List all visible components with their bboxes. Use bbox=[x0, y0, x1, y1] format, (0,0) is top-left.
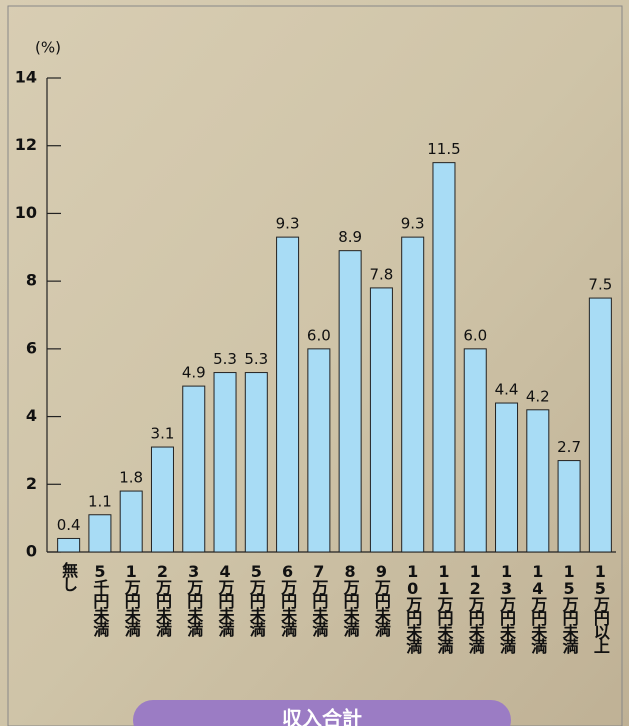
y-tick-label: 0 bbox=[26, 542, 37, 561]
y-axis-label: (%) bbox=[35, 39, 61, 57]
bar bbox=[213, 372, 237, 553]
bar bbox=[495, 402, 519, 553]
x-tick-label: 15万円以上 bbox=[591, 562, 611, 654]
bar bbox=[244, 372, 268, 553]
value-label: 9.3 bbox=[401, 215, 425, 233]
value-label: 6.0 bbox=[307, 326, 331, 344]
x-tick-label: 10万円未満 bbox=[403, 562, 423, 655]
y-tick-label: 6 bbox=[26, 338, 37, 357]
value-label: 7.5 bbox=[588, 276, 612, 294]
bar bbox=[338, 250, 362, 553]
value-label: 2.7 bbox=[557, 438, 581, 456]
bar bbox=[432, 162, 456, 553]
x-tick-label: 14万円未満 bbox=[528, 562, 548, 655]
bar bbox=[276, 236, 300, 553]
value-label: 11.5 bbox=[427, 140, 460, 158]
value-label: 5.3 bbox=[244, 350, 268, 368]
bar bbox=[307, 348, 331, 553]
x-tick-label: 6万円未満 bbox=[278, 562, 298, 638]
bar bbox=[182, 385, 206, 553]
y-tick-label: 14 bbox=[15, 68, 37, 87]
value-label: 5.3 bbox=[213, 350, 237, 368]
value-label: 4.2 bbox=[526, 387, 550, 405]
x-tick-label: 5千円未満 bbox=[90, 562, 110, 638]
value-label: 6.0 bbox=[463, 326, 487, 344]
bar bbox=[88, 514, 112, 553]
bar bbox=[526, 409, 550, 553]
x-tick-label: 1万円未満 bbox=[122, 562, 142, 638]
bar bbox=[119, 490, 143, 553]
x-tick-label: 13万円未満 bbox=[497, 562, 517, 655]
bar bbox=[463, 348, 487, 553]
value-label: 8.9 bbox=[338, 228, 362, 246]
button-label[interactable]: 収入合計 bbox=[282, 707, 362, 726]
x-tick-label: 無し bbox=[59, 561, 78, 592]
x-tick-label: 11万円未満 bbox=[434, 562, 454, 655]
value-label: 1.8 bbox=[119, 469, 143, 487]
x-tick-label: 5万円未満 bbox=[247, 562, 267, 638]
x-tick-label: 4万円未満 bbox=[216, 562, 236, 638]
value-label: 0.4 bbox=[57, 516, 81, 534]
x-tick-label: 8万円未満 bbox=[341, 562, 361, 638]
value-label: 4.9 bbox=[182, 364, 206, 382]
x-tick-label: 9万円未満 bbox=[372, 562, 392, 638]
value-label: 4.4 bbox=[495, 381, 519, 399]
bar bbox=[150, 446, 174, 553]
y-tick-label: 10 bbox=[15, 203, 37, 222]
bar bbox=[369, 287, 393, 553]
x-tick-label: 2万円未満 bbox=[153, 562, 173, 638]
y-tick-label: 8 bbox=[26, 271, 37, 290]
y-tick-label: 4 bbox=[26, 406, 37, 425]
bar bbox=[401, 236, 425, 553]
x-tick-label: 12万円未満 bbox=[466, 562, 486, 655]
frame bbox=[7, 5, 623, 726]
bar bbox=[57, 537, 81, 553]
value-label: 9.3 bbox=[276, 215, 300, 233]
x-tick-label: 7万円未満 bbox=[309, 562, 329, 638]
x-tick-label: 3万円未満 bbox=[184, 562, 204, 638]
bar bbox=[557, 460, 581, 553]
y-tick-label: 2 bbox=[26, 474, 37, 493]
y-tick-label: 12 bbox=[15, 135, 37, 154]
bar bbox=[588, 297, 612, 553]
value-label: 7.8 bbox=[369, 265, 393, 283]
x-tick-label: 15万円未満 bbox=[560, 562, 580, 655]
value-label: 3.1 bbox=[151, 425, 175, 443]
value-label: 1.1 bbox=[88, 492, 112, 510]
total-income-button[interactable] bbox=[133, 700, 511, 726]
